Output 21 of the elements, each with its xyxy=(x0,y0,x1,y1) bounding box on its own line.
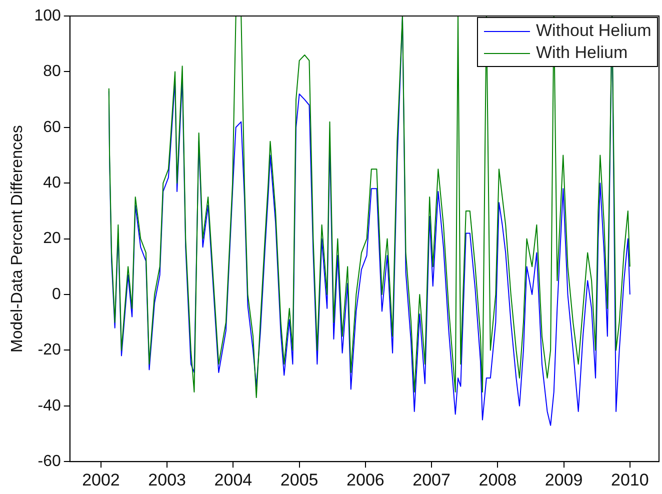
y-tick-label: -40 xyxy=(38,397,61,414)
x-tick-label: 2003 xyxy=(148,470,186,490)
x-tick-label: 2005 xyxy=(280,470,318,490)
y-tick-label: 40 xyxy=(43,174,61,192)
y-axis-title: Model-Data Percent Differences xyxy=(9,125,26,352)
y-tick-label: -20 xyxy=(38,342,61,359)
x-tick-label: 2009 xyxy=(544,470,583,490)
y-tick-label: 80 xyxy=(43,63,61,80)
x-tick-label: 2004 xyxy=(214,470,252,490)
x-tick-label: 2006 xyxy=(346,470,384,490)
y-tick-label: 0 xyxy=(52,286,61,303)
x-tick-label: 2002 xyxy=(82,470,120,490)
y-tick-label: -60 xyxy=(38,453,61,470)
legend-label: Without Helium xyxy=(536,21,652,41)
y-tick-label: 100 xyxy=(34,7,61,24)
x-tick-label: 2007 xyxy=(412,470,450,490)
x-tick-label: 2008 xyxy=(478,470,517,490)
legend-label: With Helium xyxy=(536,43,628,63)
x-tick-label: 2010 xyxy=(610,470,649,490)
y-tick-label: 20 xyxy=(43,230,61,248)
y-tick-label: 60 xyxy=(43,118,61,136)
